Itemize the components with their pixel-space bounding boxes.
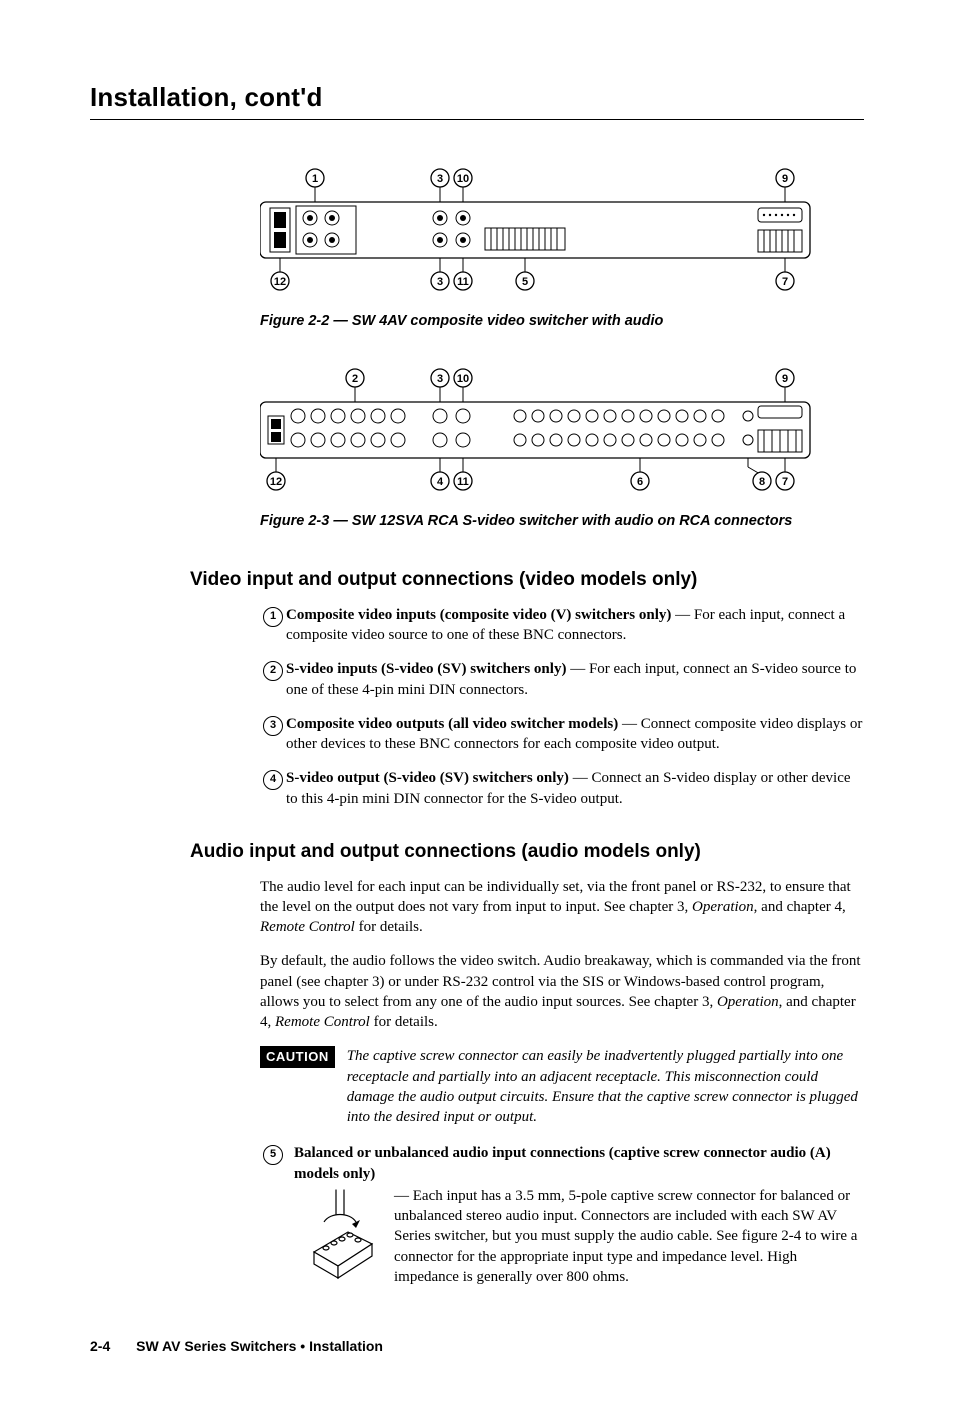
svg-text:2: 2 [352,373,358,385]
item-number-icon: 3 [263,716,283,736]
item-number-icon: 2 [263,661,283,681]
svg-text:5: 5 [522,276,528,288]
numbered-item: 1Composite video inputs (composite video… [260,605,864,646]
svg-text:3: 3 [437,276,443,288]
svg-text:3: 3 [437,373,443,385]
svg-text:8: 8 [759,476,765,488]
item-title: S-video output (S-video (SV) switchers o… [286,770,569,786]
item-number-icon: 4 [263,770,283,790]
page-number: 2-4 [90,1338,110,1354]
audio-paragraph-2: By default, the audio follows the video … [260,951,864,1032]
svg-text:4: 4 [437,476,444,488]
page-title: Installation, cont'd [90,80,864,120]
heading-video-io: Video input and output connections (vide… [190,567,864,593]
figure-2-2: 1 3 10 9 12 3 1 [260,168,864,332]
heading-audio-io: Audio input and output connections (audi… [190,839,864,865]
numbered-item-5: 5 Balanced or unbalanced audio input con… [260,1143,864,1287]
audio-paragraph-1: The audio level for each input can be in… [260,877,864,938]
captive-screw-connector-icon [294,1186,380,1287]
svg-text:3: 3 [437,173,443,185]
figure-2-3: 2 3 10 9 12 4 [260,368,864,532]
figure-2-3-caption: Figure 2-3 — SW 12SVA RCA S-video switch… [260,512,864,532]
figure-2-2-caption: Figure 2-2 — SW 4AV composite video swit… [260,312,864,332]
numbered-item: 2S-video inputs (S-video (SV) switchers … [260,659,864,700]
svg-text:9: 9 [782,373,788,385]
svg-text:12: 12 [270,476,282,488]
item-number-icon: 5 [263,1145,283,1165]
footer-title: SW AV Series Switchers • Installation [136,1338,383,1354]
svg-text:12: 12 [274,276,286,288]
svg-text:11: 11 [457,476,469,488]
svg-text:11: 11 [457,276,469,288]
svg-text:10: 10 [457,373,469,385]
numbered-item: 3Composite video outputs (all video swit… [260,714,864,755]
item-title: S-video inputs (S-video (SV) switchers o… [286,661,566,677]
callout: 1 [312,173,318,185]
item-5-title: Balanced or unbalanced audio input conne… [294,1145,831,1181]
svg-text:6: 6 [637,476,643,488]
item-5-body-text: — Each input has a 3.5 mm, 5-pole captiv… [394,1186,864,1287]
svg-text:7: 7 [782,276,788,288]
svg-text:9: 9 [782,173,788,185]
caution-badge: CAUTION [260,1046,335,1068]
caution-block: CAUTION The captive screw connector can … [260,1046,864,1127]
svg-text:10: 10 [457,173,469,185]
item-title: Composite video inputs (composite video … [286,607,671,623]
item-title: Composite video outputs (all video switc… [286,716,618,732]
item-number-icon: 1 [263,607,283,627]
svg-text:7: 7 [782,476,788,488]
caution-text: The captive screw connector can easily b… [347,1046,864,1127]
numbered-item: 4S-video output (S-video (SV) switchers … [260,768,864,809]
page-footer: 2-4 SW AV Series Switchers • Installatio… [90,1337,864,1356]
